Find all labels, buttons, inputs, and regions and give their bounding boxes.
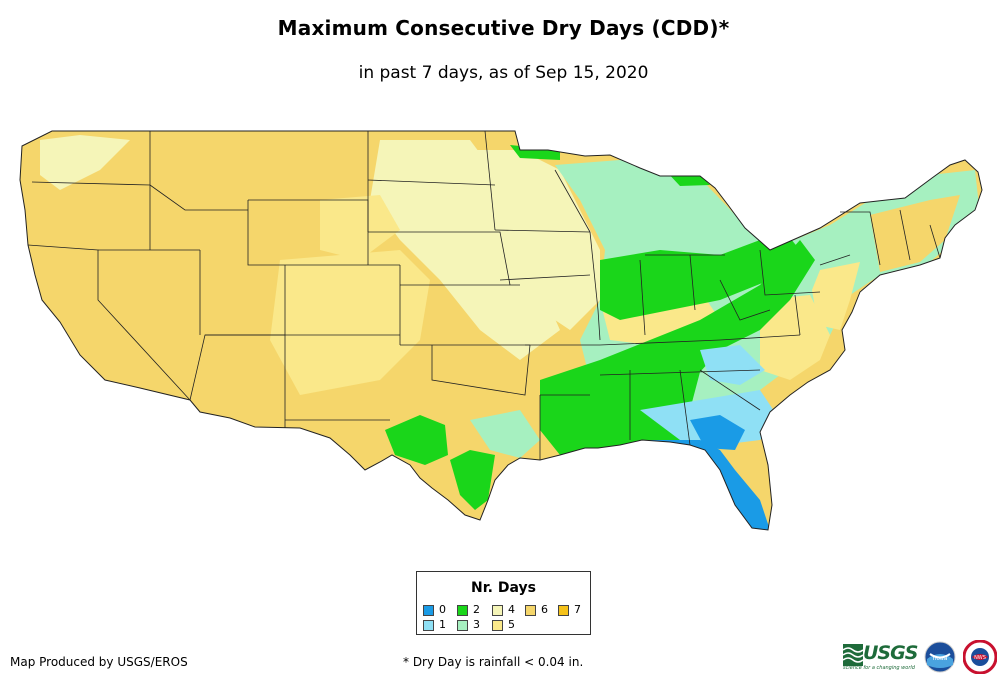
dry-day-footnote: * Dry Day is rainfall < 0.04 in. xyxy=(403,655,584,669)
legend-swatch-0 xyxy=(423,604,434,616)
map-subtitle: in past 7 days, as of Sep 15, 2020 xyxy=(358,63,649,83)
legend-item-6: 6 xyxy=(525,604,548,616)
legend: Nr. Days 0 1 2 3 4 5 6 7 xyxy=(416,571,591,635)
map-title: Maximum Consecutive Dry Days (CDD)* xyxy=(277,16,730,40)
legend-label-6: 6 xyxy=(541,603,548,616)
legend-label-4: 4 xyxy=(508,603,515,616)
legend-item-4: 4 xyxy=(492,604,515,616)
legend-swatch-4 xyxy=(492,604,503,616)
legend-swatch-3 xyxy=(457,619,468,631)
legend-item-3: 3 xyxy=(457,619,480,631)
usgs-logo-text: USGS xyxy=(863,642,918,664)
legend-item-1: 1 xyxy=(423,619,446,631)
legend-item-2: 2 xyxy=(457,604,480,616)
legend-label-2: 2 xyxy=(473,603,480,616)
nws-logo-text: NWS xyxy=(974,655,986,661)
legend-item-5: 5 xyxy=(492,619,515,631)
legend-label-5: 5 xyxy=(508,618,515,631)
usgs-wave-icon xyxy=(843,644,863,666)
legend-item-7: 7 xyxy=(558,604,581,616)
legend-swatch-1 xyxy=(423,619,434,631)
legend-label-7: 7 xyxy=(574,603,581,616)
noaa-logo-icon: noaa xyxy=(924,641,956,673)
map-credit: Map Produced by USGS/EROS xyxy=(10,655,188,669)
usgs-tagline: science for a changing world xyxy=(843,665,915,671)
nws-logo-icon: NWS xyxy=(963,640,997,674)
legend-label-3: 3 xyxy=(473,618,480,631)
legend-title: Nr. Days xyxy=(471,580,536,596)
legend-swatch-7 xyxy=(558,604,569,616)
legend-label-1: 1 xyxy=(439,618,446,631)
legend-label-0: 0 xyxy=(439,603,446,616)
usgs-logo: USGS science for a changing world xyxy=(843,642,919,672)
noaa-logo-text: noaa xyxy=(933,655,948,662)
state-boundaries xyxy=(19,130,983,531)
map-fill-layer xyxy=(20,131,982,530)
legend-item-0: 0 xyxy=(423,604,446,616)
legend-swatch-6 xyxy=(525,604,536,616)
legend-swatch-2 xyxy=(457,604,468,616)
legend-swatch-5 xyxy=(492,619,503,631)
